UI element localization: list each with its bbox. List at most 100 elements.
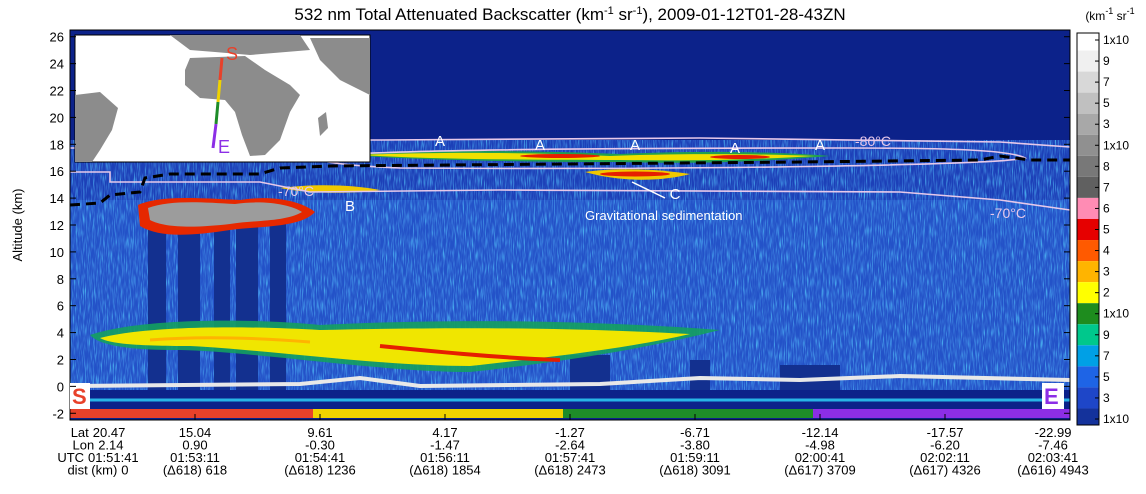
label-box [70,383,90,409]
y-tick-label: 8 [57,272,64,287]
title-part: sr [614,5,633,24]
arrow [631,181,666,199]
x-tick-label: 4.17 [432,425,457,440]
colorbar-label: 3 [1103,391,1110,405]
colorbar-swatch [1077,71,1099,93]
annotation: A [535,137,545,154]
colorbar-frame [1076,32,1100,426]
annotation: A [630,137,640,154]
y-tick-label: 12 [50,218,64,233]
colorbar-label: 9 [1103,54,1110,68]
colorbar-swatch [1077,387,1099,409]
y-tick-label: 24 [50,57,64,72]
x-row-name: UTC [57,450,84,465]
colorbar-label: 1x10 [1103,412,1129,426]
annotation: Gravitational sedimentation [585,208,743,223]
x-tick-label: (Δ618) 2473 [534,463,606,478]
x-tick-label: -1.27 [555,425,585,440]
colorbar-label: 1x10 [1103,307,1129,321]
annotation: C [670,186,681,203]
colorbar-swatch [1077,155,1099,177]
x-tick-label: Lon 2.14 [72,438,123,453]
x-tick-label: UTC 01:51:41 [57,450,138,465]
colorbar-label: 6 [1103,201,1110,215]
y-tick-label: 16 [50,164,64,179]
x-tick-label: -6.71 [680,425,710,440]
annotation: E [1044,384,1059,409]
annotation: -80°C [855,133,891,149]
y-tick-label: 6 [57,299,64,314]
x-tick-label: -12.14 [802,425,839,440]
x-tick-label: 02:02:11 [920,450,970,465]
colorbar-label: 1x10 [1103,33,1129,47]
x-row-name: dist (km) [67,463,117,478]
x-tick-label: -4.98 [805,438,835,453]
x-tick-value: 01:51:41 [88,450,139,465]
label-box [1042,383,1064,409]
title-part: -1 [1105,6,1113,16]
annotation: S [72,384,87,409]
colorbar-swatch [1077,366,1099,388]
x-tick-label: (Δ618) 1854 [409,463,481,478]
x-tick-label: (Δ617) 3709 [784,463,856,478]
colorbar-swatch [1077,50,1099,72]
colorbar-label: 4 [1103,244,1110,258]
chart-title: 532 nm Total Attenuated Backscatter (km -… [294,5,845,24]
x-tick-label: 02:00:41 [795,450,846,465]
colorbar-swatch [1077,324,1099,346]
y-tick-label: 4 [57,326,64,341]
x-tick-label: -0.30 [305,438,335,453]
x-tick-label: 01:53:11 [170,450,220,465]
x-tick-label: -7.46 [1038,438,1068,453]
annotation: A [730,140,740,157]
colorbar-swatch [1077,345,1099,367]
colorbar-label: 5 [1103,370,1110,384]
colorbar-title: (km-1 sr-1 [1085,6,1134,23]
x-tick-label: -1.47 [430,438,460,453]
x-tick-label: -3.80 [680,438,710,453]
x-tick-label: (Δ618) 3091 [659,463,731,478]
colorbar-swatch [1077,303,1099,325]
y-axis-label: Altitude (km) [10,189,25,262]
x-tick-label: 01:57:41 [545,450,596,465]
annotation: A [435,133,445,150]
colorbar-swatch [1077,197,1099,219]
x-tick-value: 0 [121,463,128,478]
colorbar-swatch [1077,261,1099,283]
colorbar-label: 2 [1103,286,1110,300]
x-row-name: Lat [71,425,89,440]
colorbar-label: 3 [1103,117,1110,131]
x-tick-label: 02:03:41 [1028,450,1079,465]
colorbar-swatch [1077,92,1099,114]
title-part: 532 nm Total Attenuated Backscatter (km [294,5,604,24]
title-part: -1 [1127,6,1135,16]
title-part: sr [1113,9,1126,23]
x-tick-label: (Δ618) 1236 [284,463,356,478]
x-tick-value: 2.14 [98,438,123,453]
title-part: -1 [633,5,643,17]
x-tick-label: -17.57 [927,425,964,440]
x-tick-label: dist (km) 0 [67,463,128,478]
colorbar-label: 5 [1103,223,1110,237]
x-tick-label: (Δ618) 618 [163,463,227,478]
x-tick-label: 0.90 [182,438,207,453]
colorbar-label: 8 [1103,159,1110,173]
x-tick-label: 01:59:11 [670,450,720,465]
annotation: -70°C [278,183,314,199]
title-part: ), 2009-01-12T01-28-43ZN [642,5,845,24]
y-tick-label: 0 [57,379,64,394]
colorbar-swatch [1077,282,1099,304]
x-tick-label: 01:54:41 [295,450,346,465]
colorbar-swatch [1077,176,1099,198]
colorbar-label: 7 [1103,180,1110,194]
y-tick-label: 22 [50,84,64,99]
x-tick-label: Lat 20.47 [71,425,126,440]
y-tick-label: 10 [50,245,64,260]
colorbar-label: 7 [1103,75,1110,89]
y-tick-label: 20 [50,110,64,125]
map-label: E [218,137,230,157]
annotation: B [345,198,355,215]
y-tick-label: 14 [50,191,64,206]
colorbar-swatch [1077,113,1099,135]
